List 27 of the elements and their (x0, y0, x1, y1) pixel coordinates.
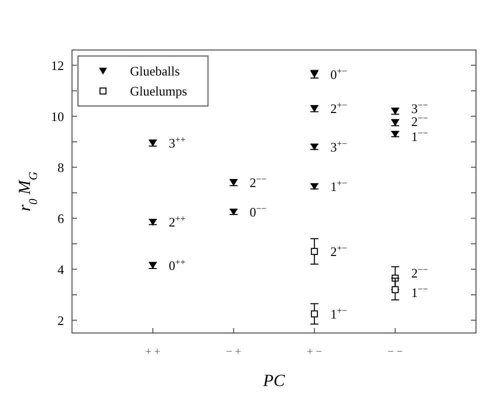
x-tick-label: − − (388, 346, 403, 358)
y-tick-label: 2 (58, 312, 64, 328)
annotation: 1$^{−−}$ (411, 128, 428, 144)
annotation: 0$^{++}$ (168, 256, 186, 273)
legend-label: Gluelumps (130, 84, 188, 99)
y-tick-label: 12 (51, 58, 64, 73)
annotation: 2$^{−−}$ (411, 264, 428, 281)
x-tick-label: − + (226, 346, 242, 358)
annotation: 1$^{+−}$ (330, 305, 348, 322)
annotation: 2$^{+−}$ (330, 242, 348, 259)
annotation: 2$^{−−}$ (250, 174, 266, 190)
y-tick-label: 10 (51, 108, 64, 124)
legend-label: Glueballs (130, 64, 180, 79)
annotation: 3$^{+−}$ (330, 138, 348, 154)
annotation: 0$^{−−}$ (250, 203, 266, 220)
annotation: 1$^{+−}$ (330, 178, 348, 194)
annotation: 2$^{+−}$ (330, 100, 348, 116)
annotation: 3$^{++}$ (168, 134, 186, 151)
y-tick-label: 6 (58, 210, 64, 226)
x-tick-label: + + (145, 346, 160, 358)
x-tick-label: + − (306, 346, 322, 358)
annotation: 0$^{+−}$ (330, 66, 348, 82)
y-tick-label: 8 (58, 160, 64, 175)
annotation: 1$^{−−}$ (411, 284, 428, 300)
x-axis-title: PC (262, 371, 286, 390)
y-tick-label: 4 (58, 262, 64, 277)
annotation: 2$^{++}$ (168, 214, 186, 230)
